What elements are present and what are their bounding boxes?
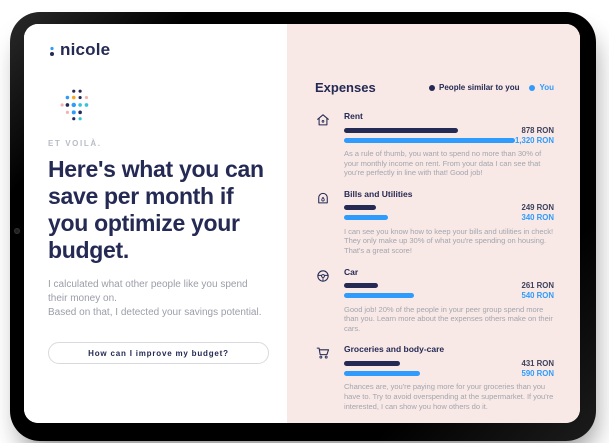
headline-line: save per month if xyxy=(48,183,234,209)
category-label: Going Out xyxy=(344,422,554,423)
expenses-header: Expenses People similar to you You xyxy=(315,80,554,95)
you-value: 340 RON xyxy=(521,213,554,223)
home-icon xyxy=(315,111,335,178)
peer-bar xyxy=(343,205,377,211)
expenses-panel: Expenses People similar to you You xyxy=(286,24,580,423)
legend-label: People similar to you xyxy=(439,83,520,92)
subtitle-line: I calculated what other people like you … xyxy=(48,279,248,304)
cocktail-icon xyxy=(315,422,335,423)
category-description: Chances are, you're paying more for your… xyxy=(343,382,554,411)
category-description: Good job! 20% of the people in your peer… xyxy=(343,304,553,333)
headline-line: you optimize your xyxy=(48,210,240,236)
expense-category-rent: Rent 878 RON 1,320 RON As a rule of thum… xyxy=(315,111,554,178)
expense-category-going-out: Going Out 164 RON 670 RON I've detected … xyxy=(315,422,554,423)
logo-colon-icon xyxy=(50,46,54,56)
category-label: Bills and Utilities xyxy=(343,188,413,199)
subtitle-line: Based on that, I detected your savings p… xyxy=(48,307,262,318)
category-description: I can see you know how to keep your bill… xyxy=(343,226,554,255)
category-label: Groceries and body-care xyxy=(343,344,445,355)
dots-cluster-icon xyxy=(60,89,89,121)
peer-bar xyxy=(343,283,378,289)
cart-icon xyxy=(315,344,335,411)
you-bar xyxy=(343,370,421,376)
legend-dot-peer-icon xyxy=(429,84,436,91)
eyebrow-label: ET VOILÀ. xyxy=(48,139,102,148)
legend-dot-you-icon xyxy=(529,84,536,91)
bar-row-peer: 261 RON xyxy=(343,281,554,291)
bar-row-you: 340 RON xyxy=(343,213,554,223)
peer-value: 878 RON xyxy=(521,125,554,135)
intro-subtitle: I calculated what other people like you … xyxy=(48,278,269,320)
tablet-frame: nicole ET VOILÀ. Here's what you can sav… xyxy=(10,12,596,441)
peer-bar xyxy=(343,127,458,133)
bar-row-you: 540 RON xyxy=(343,291,554,301)
headline-line: Here's what you can xyxy=(48,156,264,182)
expense-category-bills: Bills and Utilities 249 RON 340 RON I ca… xyxy=(315,189,554,256)
category-label: Car xyxy=(343,266,359,277)
headline-line: budget. xyxy=(48,237,129,263)
bar-row-peer: 431 RON xyxy=(343,358,554,368)
legend-you: You xyxy=(529,83,554,92)
bar-row-you: 590 RON xyxy=(343,368,554,378)
expenses-title: Expenses xyxy=(314,80,376,95)
legend-label: You xyxy=(539,83,554,92)
logo-text: nicole xyxy=(60,40,111,59)
peer-value: 431 RON xyxy=(521,358,554,368)
legend-people-similar: People similar to you xyxy=(429,83,519,92)
logo: nicole xyxy=(48,40,269,60)
bar-row-peer: 878 RON xyxy=(343,125,554,135)
peer-value: 249 RON xyxy=(521,203,554,213)
expense-category-car: Car 261 RON 540 RON Good job! 20% of the… xyxy=(315,267,554,334)
intro-panel: nicole ET VOILÀ. Here's what you can sav… xyxy=(24,24,287,423)
category-description: As a rule of thumb, you want to spend no… xyxy=(343,149,542,178)
you-value: 590 RON xyxy=(521,368,554,378)
you-bar xyxy=(343,137,515,143)
page-title: Here's what you can save per month if yo… xyxy=(48,156,269,264)
expense-category-groceries: Groceries and body-care 431 RON 590 RON … xyxy=(315,344,554,411)
peer-value: 261 RON xyxy=(521,281,554,291)
utilities-icon xyxy=(315,189,335,256)
app-screen: nicole ET VOILÀ. Here's what you can sav… xyxy=(24,24,580,423)
peer-bar xyxy=(343,360,400,366)
you-bar xyxy=(343,293,414,299)
steering-wheel-icon xyxy=(315,267,335,334)
chart-legend: People similar to you You xyxy=(429,83,554,92)
you-bar xyxy=(343,215,389,221)
tablet-camera xyxy=(14,228,20,234)
improve-budget-button[interactable]: How can I improve my budget? xyxy=(48,342,269,364)
bar-row-peer: 249 RON xyxy=(343,203,554,213)
category-label: Rent xyxy=(343,111,363,121)
you-value: 1,320 RON xyxy=(514,135,554,145)
bar-row-you: 1,320 RON xyxy=(343,135,554,145)
you-value: 540 RON xyxy=(521,291,554,301)
